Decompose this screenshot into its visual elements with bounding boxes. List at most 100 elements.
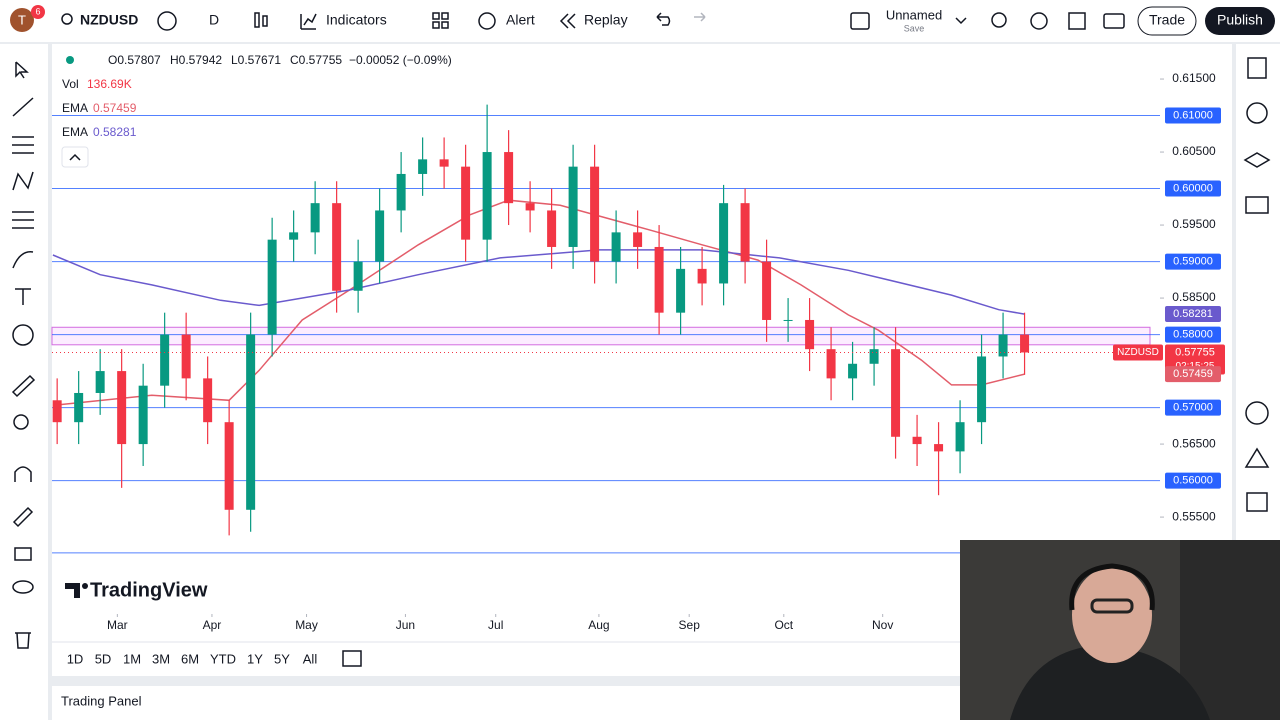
candle-body <box>246 334 256 510</box>
timeframe-button[interactable]: 5D <box>95 651 112 666</box>
chart-type-icon[interactable] <box>254 12 260 28</box>
icon-tool[interactable] <box>12 324 34 346</box>
y-tick-label: 0.56500 <box>1172 436 1216 450</box>
zoom-tool[interactable] <box>13 414 29 430</box>
quick-search-icon[interactable] <box>991 12 1007 28</box>
fullscreen-icon[interactable] <box>1068 12 1086 30</box>
collapse-legend[interactable] <box>61 146 89 168</box>
ema-axis-box <box>1165 306 1221 323</box>
measure-tool[interactable] <box>11 374 36 398</box>
layout-icon[interactable] <box>850 12 870 30</box>
level-label-box <box>1165 399 1221 416</box>
fib-tool[interactable] <box>12 136 34 154</box>
candle-body <box>697 268 707 284</box>
trendline-tool[interactable] <box>12 97 34 117</box>
indicators-button[interactable]: Indicators <box>326 12 387 28</box>
y-tick-label: 0.60500 <box>1172 144 1216 158</box>
webcam-wall <box>1180 540 1280 720</box>
trade-button[interactable] <box>1137 6 1197 36</box>
candle-body <box>267 239 277 335</box>
date-range-icon[interactable] <box>342 650 362 667</box>
ideas-icon[interactable] <box>1244 447 1270 468</box>
symbol-tag: NZDUSD <box>1117 347 1159 358</box>
zone <box>51 326 1151 346</box>
timeframe-button[interactable]: 3M <box>152 651 170 666</box>
lock-tool[interactable] <box>14 547 32 561</box>
dropdown-icon[interactable] <box>955 17 967 25</box>
candle-body <box>590 166 600 262</box>
timeframe-button[interactable]: 1D <box>67 651 84 666</box>
text-tool[interactable] <box>15 288 31 305</box>
templates-icon <box>441 21 449 29</box>
alerts-icon[interactable] <box>1246 102 1268 124</box>
timeframe-button[interactable]: 5Y <box>274 651 290 666</box>
brush-tool[interactable] <box>12 251 34 269</box>
watchlist-icon[interactable] <box>1247 57 1267 79</box>
candle-body <box>891 349 901 437</box>
candle-body <box>418 159 428 174</box>
candle-body <box>848 363 858 379</box>
ema-value: 0.58281 <box>93 125 137 139</box>
webcam-glasses <box>1090 598 1134 614</box>
forecast-tool[interactable] <box>12 211 34 229</box>
badge-count: 6 <box>35 6 40 16</box>
candle-body <box>547 210 557 247</box>
logo-mark <box>82 583 88 589</box>
webcam-face <box>1072 567 1152 663</box>
timeframe-button[interactable]: YTD <box>210 651 236 666</box>
ohlc-low: L0.57671 <box>231 53 281 67</box>
timeframe-button[interactable]: 1Y <box>247 651 263 666</box>
lock-drawings[interactable] <box>12 506 34 528</box>
cursor-tool[interactable] <box>15 61 29 79</box>
level-label: 0.57000 <box>1173 401 1213 413</box>
y-tick-label: 0.58500 <box>1172 290 1216 304</box>
candle-body <box>826 349 836 379</box>
ema-axis-label: 0.57459 <box>1173 368 1213 380</box>
trading-panel[interactable]: Trading Panel <box>61 693 142 708</box>
avatar[interactable] <box>10 8 34 32</box>
chat-icon[interactable] <box>1245 196 1269 214</box>
publish-button[interactable] <box>1205 7 1275 35</box>
level-label-box <box>1165 472 1221 489</box>
calendar-icon[interactable] <box>1246 492 1268 512</box>
search-icon[interactable] <box>61 13 73 25</box>
interval[interactable]: D <box>209 12 219 28</box>
plot: 0.61500 0.60500 0.59500 0.58500 0.56500 0.555… <box>51 71 1225 632</box>
candle-body <box>998 334 1008 357</box>
candle-body <box>955 422 965 452</box>
candle-body <box>461 166 471 240</box>
timeframe-button[interactable]: All <box>303 651 318 666</box>
templates-icon[interactable] <box>432 12 440 20</box>
indicators-icon[interactable] <box>300 13 317 30</box>
pattern-tool[interactable] <box>12 171 34 191</box>
target-icon[interactable] <box>1245 401 1269 425</box>
replay-button[interactable]: Replay <box>584 12 628 28</box>
undo-icon[interactable] <box>656 12 671 26</box>
timeframes: 1D 5D 1M 3M 6M YTD 1Y 5Y All <box>67 651 318 666</box>
alert-icon[interactable] <box>478 12 496 30</box>
layout-name[interactable]: Unnamed <box>886 7 942 22</box>
compare-icon[interactable] <box>157 11 177 31</box>
layout-status: Save <box>904 23 925 33</box>
status-dot <box>66 56 74 64</box>
candle-body <box>805 319 815 350</box>
last-price-label: 0.57755 <box>1175 346 1215 358</box>
candle-body <box>310 203 320 233</box>
magnet-tool[interactable] <box>14 466 32 482</box>
delete-tool[interactable] <box>15 632 31 649</box>
layers-icon[interactable] <box>1243 152 1271 168</box>
timeframe-button[interactable]: 6M <box>181 651 199 666</box>
candle-body <box>482 152 492 240</box>
hide-tool[interactable] <box>12 580 34 594</box>
candle-body <box>160 334 170 386</box>
replay-icon[interactable] <box>559 13 576 29</box>
x-tick-label: Sep <box>679 618 701 632</box>
screenshot-icon[interactable] <box>1103 13 1125 29</box>
symbol[interactable]: NZDUSD <box>80 12 138 28</box>
settings-icon[interactable] <box>1030 12 1048 30</box>
level-label: 0.58000 <box>1173 328 1213 340</box>
alert-button[interactable]: Alert <box>506 12 535 28</box>
timeframe-button[interactable]: 1M <box>123 651 141 666</box>
